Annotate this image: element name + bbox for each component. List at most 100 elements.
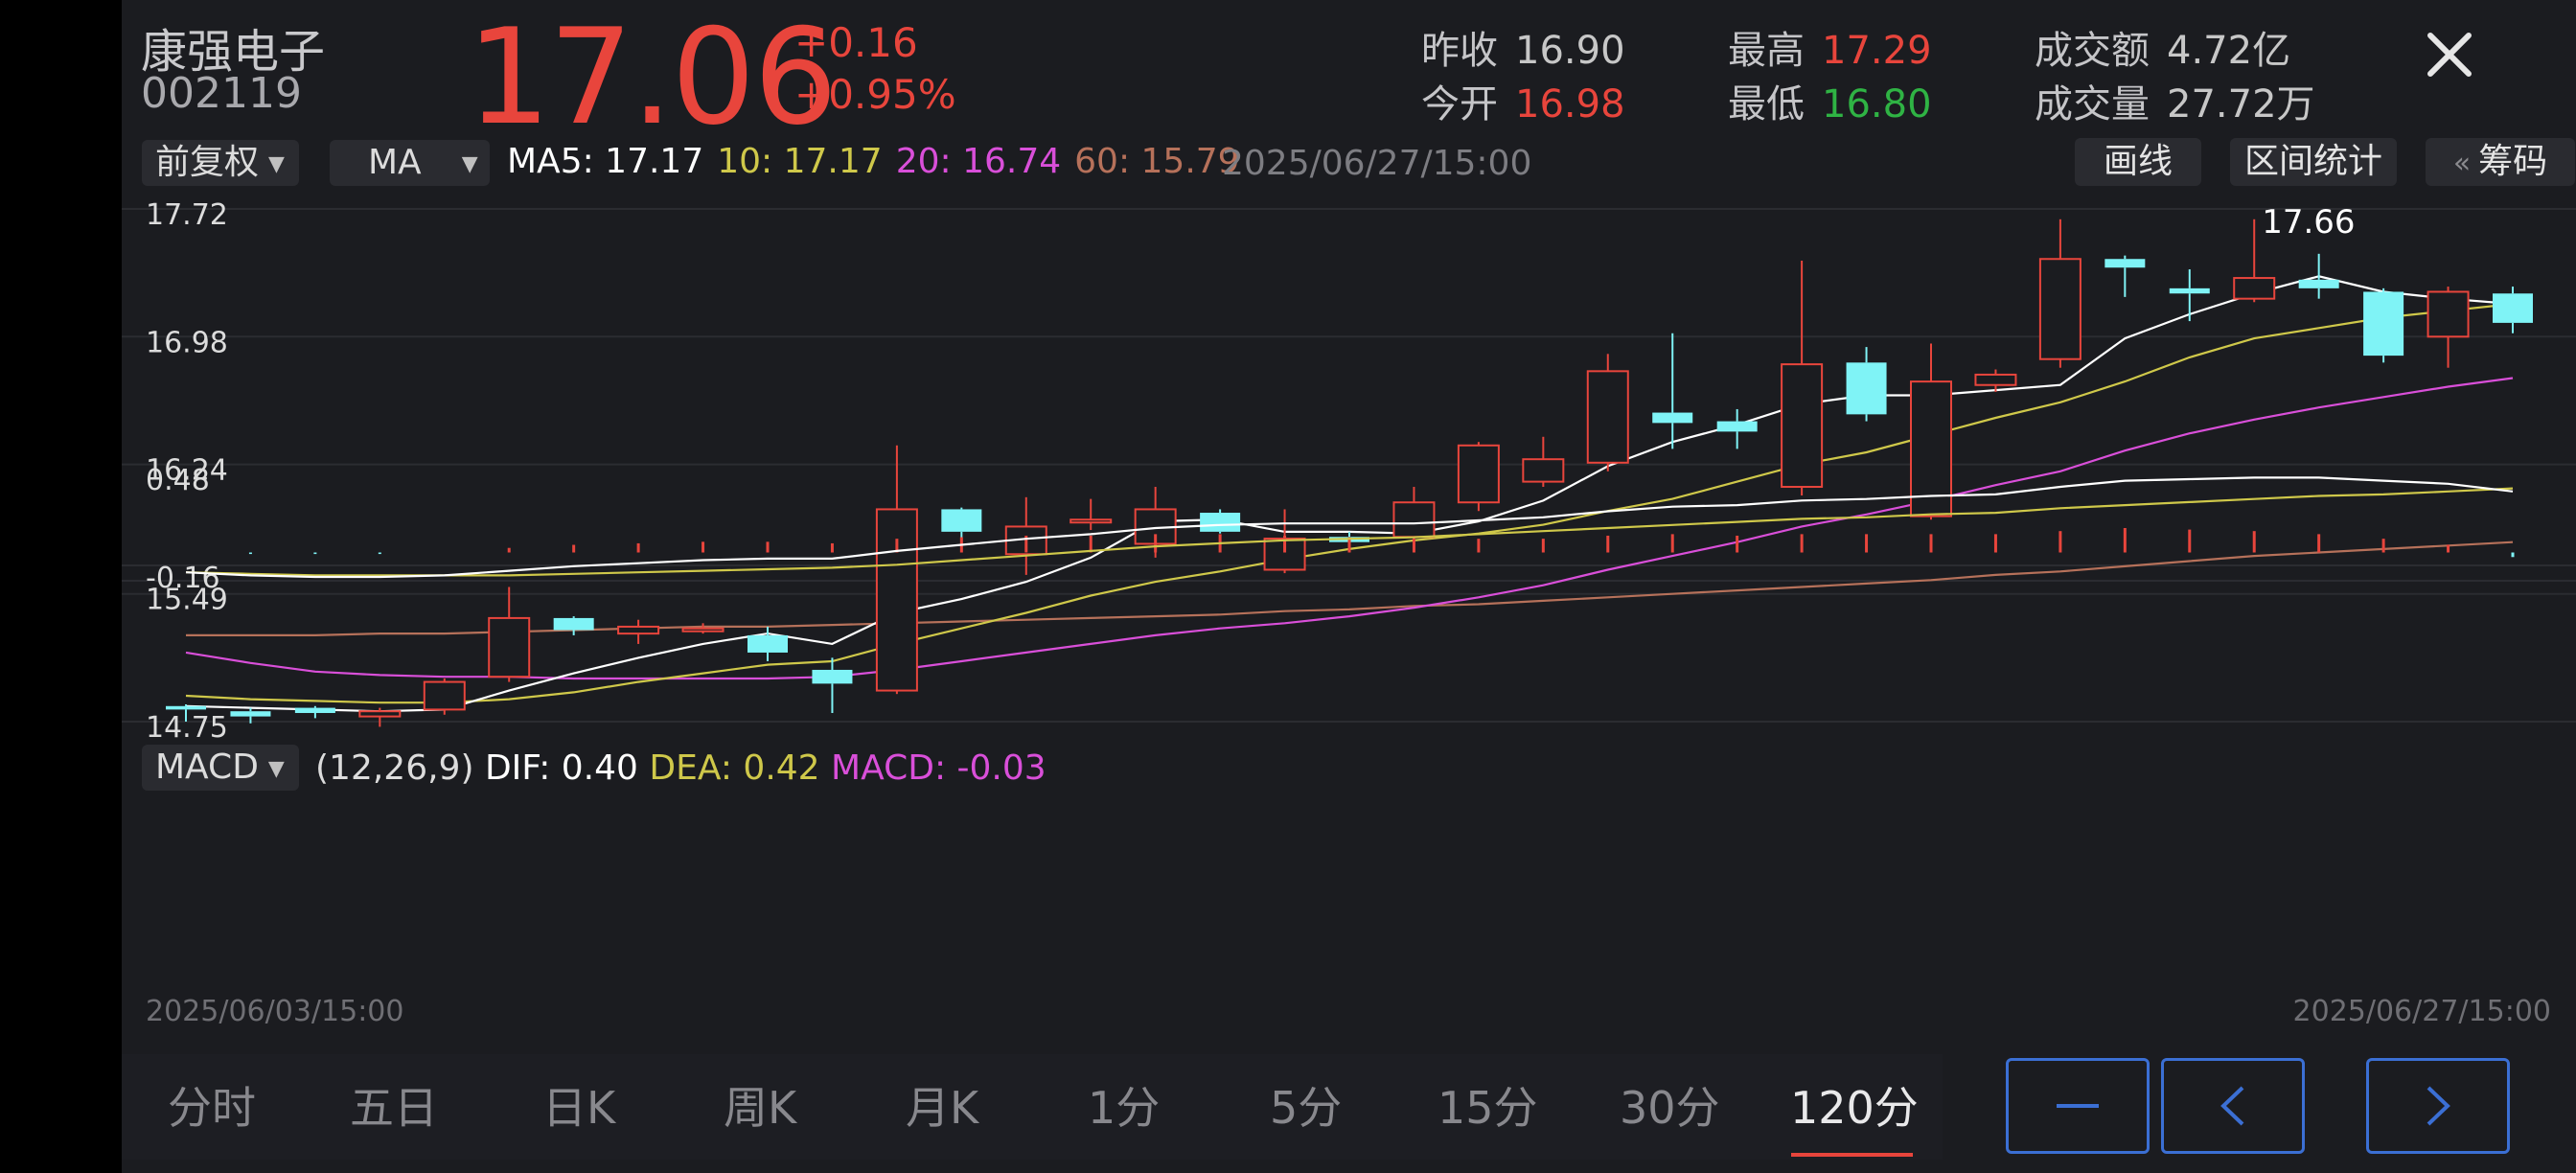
candle-body (2233, 277, 2276, 300)
dea-value: DEA: 0.42 (649, 748, 820, 788)
max-price-label: 17.66 (2262, 203, 2355, 242)
tab-5day[interactable]: 五日 (350, 1082, 438, 1134)
current-price: 17.06 (467, 0, 838, 154)
open-stat: 今开 16.98 (1421, 73, 1625, 128)
next-button[interactable] (2366, 1058, 2510, 1154)
stock-code: 002119 (141, 69, 302, 118)
candle (681, 623, 724, 634)
candle (2169, 269, 2210, 322)
candle-body (2169, 288, 2210, 294)
candle-body (1652, 412, 1693, 424)
ma20-line (185, 377, 2514, 680)
macd-value: MACD: -0.03 (831, 748, 1046, 788)
indicator-select[interactable]: MA ▼ (330, 140, 490, 186)
candle-body (2363, 291, 2404, 356)
candle-body (617, 625, 660, 635)
price-tick-label: 16.24 (146, 454, 228, 488)
low-stat: 最低 16.80 (1728, 73, 1932, 128)
ma10-value: 10: 17.17 (717, 142, 883, 181)
range-stats-button[interactable]: 区间统计 (2230, 138, 2397, 186)
macd-params: (12,26,9) (315, 748, 474, 788)
macd-tick-label: -0.16 (146, 562, 220, 595)
caret-down-icon: ▼ (267, 757, 285, 781)
dea-line (185, 487, 2514, 577)
price-change: +0.16 (794, 19, 918, 66)
candle-body (1974, 373, 2017, 386)
candle (1716, 408, 1758, 449)
tab-timeshare[interactable]: 分时 (168, 1082, 256, 1134)
price-tick-label: 16.98 (146, 326, 228, 359)
candle (2233, 218, 2276, 303)
tab-15min[interactable]: 15分 (1438, 1082, 1538, 1134)
candle (1974, 369, 2017, 392)
prev-button[interactable] (2161, 1058, 2305, 1154)
candle (230, 707, 271, 724)
candle (1457, 442, 1500, 512)
low-label: 最低 (1728, 82, 1805, 126)
zoom-out-button[interactable] (2006, 1058, 2150, 1154)
start-date-label: 2025/06/03/15:00 (146, 995, 403, 1024)
adjust-select[interactable]: 前复权 ▼ (142, 140, 299, 186)
price-change-pct: +0.95% (794, 71, 956, 118)
tab-1min[interactable]: 1分 (1088, 1082, 1161, 1134)
candle-body (1910, 380, 1952, 518)
tab-weekly-k[interactable]: 周K (724, 1082, 797, 1134)
caret-down-icon: ▼ (268, 152, 285, 176)
ma60-value: 60: 15.79 (1074, 142, 1240, 181)
candle-body (748, 634, 788, 653)
close-icon (2427, 33, 2472, 77)
macd-legend: (12,26,9) DIF: 0.40 DEA: 0.42 MACD: -0.0… (315, 748, 1046, 788)
kline-chart[interactable]: 17.7216.9816.2415.4914.750.48-0.1617.662… (122, 190, 2576, 1024)
price-tick-label: 15.49 (146, 584, 228, 617)
candle-body (1716, 421, 1758, 432)
macd-select-value: MACD (155, 748, 259, 787)
kline-screen: 康强电子 002119 17.06 +0.16 +0.95% 昨收 16.90 今… (122, 0, 2576, 1173)
candle-body (1522, 458, 1565, 483)
stock-name: 康强电子 (141, 25, 326, 79)
period-tabbar (122, 1054, 1943, 1160)
end-date-label: 2025/06/27/15:00 (2293, 995, 2551, 1024)
macd-select[interactable]: MACD ▼ (142, 745, 299, 791)
ma60-line (186, 540, 2514, 636)
candle-body (875, 508, 918, 692)
dif-value: DIF: 0.40 (484, 748, 638, 788)
candle-body (1070, 518, 1113, 524)
macd-tick-label: 0.48 (146, 464, 210, 497)
tab-30min[interactable]: 30分 (1620, 1082, 1720, 1134)
cursor-datetime: 2025/06/27/15:00 (1222, 144, 1532, 183)
candle-body (2104, 259, 2146, 268)
tab-120min[interactable]: 120分 (1790, 1082, 1919, 1134)
candle-body (488, 616, 531, 678)
candle-body (1392, 501, 1436, 539)
tab-daily-k[interactable]: 日K (542, 1082, 616, 1134)
candle (1781, 261, 1824, 496)
candle-body (2493, 293, 2533, 323)
close-button[interactable] (2425, 29, 2474, 90)
candle-body (681, 627, 724, 632)
amount-value: 4.72亿 (2167, 29, 2291, 73)
candle (358, 707, 402, 727)
tab-5min[interactable]: 5分 (1270, 1082, 1343, 1134)
candle (2363, 288, 2404, 363)
candle (488, 586, 531, 682)
ma5-line (185, 275, 2514, 713)
candle (1652, 333, 1693, 449)
candle (812, 657, 853, 713)
chips-button-label: 筹码 (2478, 142, 2548, 181)
candle-body (2038, 258, 2082, 360)
candle (1846, 347, 1887, 422)
ma20-value: 20: 16.74 (895, 142, 1062, 181)
amount-label: 成交额 (2035, 29, 2150, 73)
minus-icon (2057, 1104, 2099, 1108)
candle (1070, 498, 1113, 531)
candle-body (358, 710, 402, 718)
candle (1910, 343, 1952, 520)
volume-stat: 成交量 27.72万 (2035, 73, 2315, 128)
candle (2038, 218, 2082, 368)
candle-body (1846, 362, 1887, 415)
active-tab-indicator (1791, 1153, 1913, 1157)
candle-body (166, 705, 206, 710)
draw-line-button[interactable]: 画线 (2075, 138, 2201, 186)
tab-monthly-k[interactable]: 月K (906, 1082, 979, 1134)
chips-button[interactable]: «筹码 (2426, 138, 2575, 186)
